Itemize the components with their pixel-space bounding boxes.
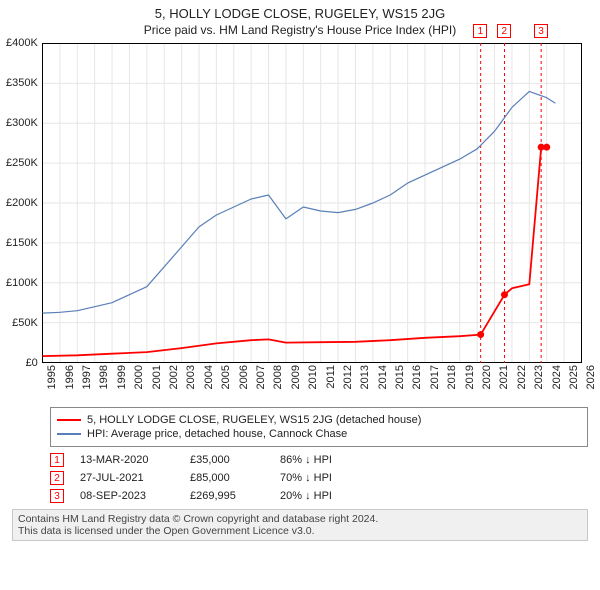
event-row: 2 27-JUL-2021 £85,000 70% ↓ HPI xyxy=(50,471,588,485)
legend-swatch xyxy=(57,419,81,421)
x-tick-label: 2020 xyxy=(481,365,493,389)
x-tick-label: 1997 xyxy=(81,365,93,389)
x-tick-label: 2008 xyxy=(272,365,284,389)
event-price: £35,000 xyxy=(190,454,280,466)
plot-event-marker: 1 xyxy=(473,24,487,38)
x-axis-labels: 1995 1996 1997 1998 1999 2000 2001 2002 2003 2004… xyxy=(42,365,582,401)
event-diff: 20% ↓ HPI xyxy=(280,490,588,502)
x-tick-label: 2007 xyxy=(255,365,267,389)
event-row: 1 13-MAR-2020 £35,000 86% ↓ HPI xyxy=(50,453,588,467)
event-row: 3 08-SEP-2023 £269,995 20% ↓ HPI xyxy=(50,489,588,503)
footnote: Contains HM Land Registry data © Crown c… xyxy=(12,509,588,541)
x-tick-label: 2011 xyxy=(325,365,337,389)
legend: 5, HOLLY LODGE CLOSE, RUGELEY, WS15 2JG … xyxy=(50,407,588,447)
x-tick-label: 2003 xyxy=(185,365,197,389)
legend-item-hpi: HPI: Average price, detached house, Cann… xyxy=(57,428,581,440)
x-tick-label: 1996 xyxy=(64,365,76,389)
x-tick-label: 2016 xyxy=(411,365,423,389)
event-diff: 86% ↓ HPI xyxy=(280,454,588,466)
x-tick-label: 2021 xyxy=(498,365,510,389)
event-marker: 1 xyxy=(50,453,64,467)
x-tick-label: 2026 xyxy=(585,365,597,389)
x-tick-label: 2013 xyxy=(359,365,371,389)
x-tick-label: 2019 xyxy=(464,365,476,389)
footnote-line: Contains HM Land Registry data © Crown c… xyxy=(18,513,582,525)
plot-event-marker: 3 xyxy=(534,24,548,38)
x-tick-label: 2006 xyxy=(238,365,250,389)
x-tick-label: 1999 xyxy=(116,365,128,389)
events-table: 1 13-MAR-2020 £35,000 86% ↓ HPI 2 27-JUL… xyxy=(50,453,588,503)
plot-event-marker: 2 xyxy=(497,24,511,38)
x-tick-label: 2005 xyxy=(220,365,232,389)
event-marker: 2 xyxy=(50,471,64,485)
x-tick-label: 2018 xyxy=(446,365,458,389)
legend-item-price-paid: 5, HOLLY LODGE CLOSE, RUGELEY, WS15 2JG … xyxy=(57,414,581,426)
x-tick-label: 1998 xyxy=(98,365,110,389)
x-tick-label: 2010 xyxy=(307,365,319,389)
x-tick-label: 2025 xyxy=(568,365,580,389)
x-tick-label: 2023 xyxy=(533,365,545,389)
y-axis-labels: £400K£350K£300K£250K£200K£150K£100K£50K£… xyxy=(6,43,42,363)
event-price: £85,000 xyxy=(190,472,280,484)
x-tick-label: 2002 xyxy=(168,365,180,389)
x-tick-label: 2014 xyxy=(377,365,389,389)
line-chart xyxy=(42,43,582,363)
chart-title: 5, HOLLY LODGE CLOSE, RUGELEY, WS15 2JG xyxy=(6,6,594,21)
event-date: 27-JUL-2021 xyxy=(80,472,190,484)
x-tick-label: 2022 xyxy=(516,365,528,389)
x-tick-label: 2015 xyxy=(394,365,406,389)
x-tick-label: 2001 xyxy=(151,365,163,389)
legend-swatch xyxy=(57,433,81,435)
plot-wrap: 1995 1996 1997 1998 1999 2000 2001 2002 2003 2004… xyxy=(42,43,582,401)
x-tick-label: 1995 xyxy=(46,365,58,389)
x-tick-label: 2017 xyxy=(429,365,441,389)
x-tick-label: 2024 xyxy=(551,365,563,389)
x-tick-label: 2004 xyxy=(203,365,215,389)
footnote-line: This data is licensed under the Open Gov… xyxy=(18,525,582,537)
event-marker: 3 xyxy=(50,489,64,503)
x-tick-label: 2009 xyxy=(290,365,302,389)
event-date: 13-MAR-2020 xyxy=(80,454,190,466)
event-price: £269,995 xyxy=(190,490,280,502)
legend-label: 5, HOLLY LODGE CLOSE, RUGELEY, WS15 2JG … xyxy=(87,414,421,426)
x-tick-label: 2000 xyxy=(133,365,145,389)
event-diff: 70% ↓ HPI xyxy=(280,472,588,484)
chart-area: £400K£350K£300K£250K£200K£150K£100K£50K£… xyxy=(6,43,594,401)
x-tick-label: 2012 xyxy=(342,365,354,389)
event-date: 08-SEP-2023 xyxy=(80,490,190,502)
legend-label: HPI: Average price, detached house, Cann… xyxy=(87,428,347,440)
